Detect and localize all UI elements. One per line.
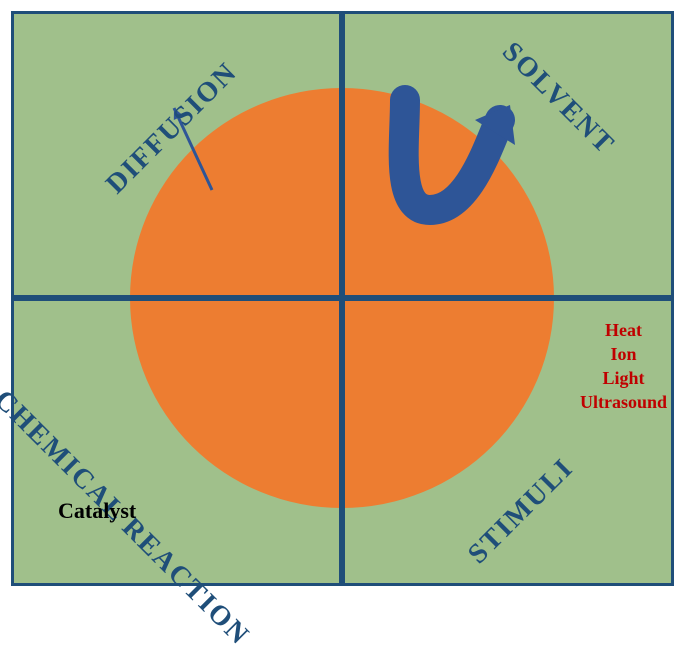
stimuli-item: Ion bbox=[580, 342, 667, 366]
label-catalyst: Catalyst bbox=[58, 498, 136, 524]
diagram-stage: DIFFUSION SOLVENT CHEMICAL REACTION STIM… bbox=[0, 0, 685, 598]
stimuli-item: Heat bbox=[580, 318, 667, 342]
stimuli-item: Light bbox=[580, 366, 667, 390]
stimuli-list: HeatIonLightUltrasound bbox=[580, 318, 667, 414]
center-circle bbox=[130, 88, 554, 508]
stimuli-item: Ultrasound bbox=[580, 390, 667, 414]
